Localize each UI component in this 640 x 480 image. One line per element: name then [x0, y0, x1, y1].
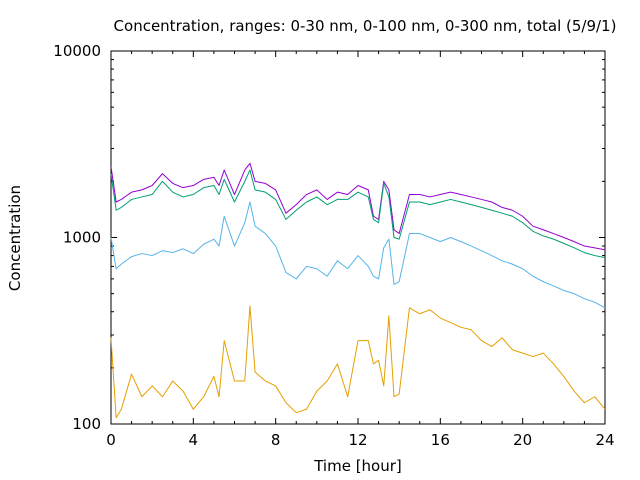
y-tick-label: 100	[72, 415, 101, 433]
y-axis-label: Concentration	[6, 185, 24, 291]
x-tick-label: 24	[595, 431, 614, 449]
series-line-4	[110, 305, 606, 419]
x-tick-label: 0	[106, 431, 116, 449]
chart-title: Concentration, ranges: 0-30 nm, 0-100 nm…	[114, 17, 617, 35]
series-line-1	[110, 162, 606, 251]
x-tick-label: 16	[431, 431, 450, 449]
plot-frame	[110, 50, 606, 425]
y-tick-label: 10000	[53, 42, 101, 60]
series-line-2	[110, 169, 606, 259]
series-line-3	[110, 201, 606, 309]
x-axis-label: Time [hour]	[313, 457, 402, 475]
x-tick-label: 4	[189, 431, 199, 449]
x-tick-label: 12	[348, 431, 367, 449]
y-tick-label: 1000	[63, 229, 101, 247]
series-layer	[110, 162, 606, 419]
x-tick-label: 8	[271, 431, 281, 449]
x-tick-label: 20	[513, 431, 532, 449]
axis-ticks: 0 4 8 12 16 20 24 100 1000 10000	[53, 42, 614, 449]
